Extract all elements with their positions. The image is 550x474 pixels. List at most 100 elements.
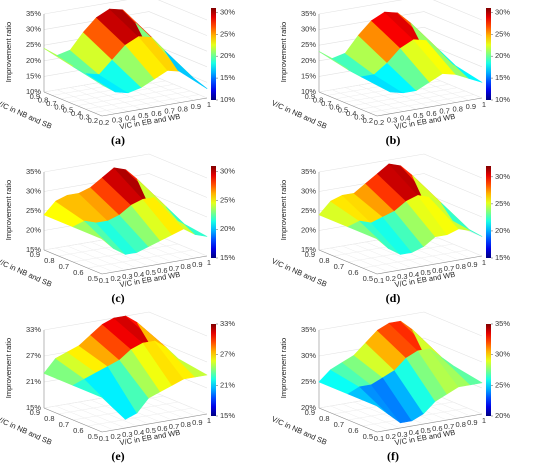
x-tick-label: 1 [482,100,486,109]
colorbar-tick-label: 20% [220,51,235,60]
y-tick-label: 0.2 [88,116,98,125]
grid-line [318,11,483,36]
x-tick-label: 0.3 [122,430,132,439]
z-tick-label: 10% [26,87,41,96]
grid-line [85,90,191,110]
z-tick-label: 35% [301,167,316,176]
x-tick-label: 0.2 [110,432,120,441]
x-tick-label: 0.5 [420,268,430,277]
x-tick-label: 1 [482,258,486,267]
axis-line [43,249,208,275]
colorbar-tick-label: 35% [495,319,510,328]
y-tick-label: 0.3 [79,113,89,122]
colorbar-tick-label: 20% [220,224,235,233]
y-tick-label: 0.5 [363,432,373,441]
z-axis-label: Improvement ratio [4,338,13,398]
axis-line [318,249,483,275]
x-tick-label: 0.8 [455,420,465,429]
x-tick-label: 0.4 [400,113,410,122]
grid-line [87,249,193,269]
z-tick-label: 10% [301,87,316,96]
axis-line [318,91,483,117]
z-axis-label: Improvement ratio [279,338,288,398]
grid-line [68,84,174,103]
grid-line [43,311,208,337]
colorbar-tick-label: 25% [495,199,510,208]
y-tick-label: 0.8 [44,414,54,423]
surface-patch [439,50,483,83]
colorbar [211,166,216,258]
x-tick-label: 0.8 [180,420,190,429]
x-tick-label: 0.1 [99,434,109,443]
colorbar [211,324,216,416]
grid-line [332,89,391,114]
z-tick-label: 20% [301,403,316,412]
caption: (b) [386,133,401,147]
colorbar-tick-label: 21% [220,380,235,389]
z-tick-label: 27% [26,351,41,360]
z-tick-label: 35% [26,167,41,176]
x-tick-label: 0.9 [192,260,202,269]
grid-line [318,0,483,21]
grid-line [43,11,208,36]
z-tick-label: 30% [301,25,316,34]
x-tick-label: 0.2 [110,274,120,283]
x-tick-label: 0.7 [169,264,179,273]
y-tick-label: 0.6 [348,426,358,435]
caption: (f) [387,449,399,463]
x-tick-label: 0.5 [420,426,430,435]
y-tick-label: 0.6 [329,102,339,111]
y-tick-label: 0.6 [73,426,83,435]
y-tick-label: 0.7 [46,99,56,108]
grid-line [318,153,483,179]
colorbar [211,8,216,100]
caption: (d) [386,291,401,305]
z-tick-label: 25% [301,40,316,49]
grid-line [318,337,483,363]
y-tick-label: 0.8 [319,256,329,265]
colorbar-tick-label: 25% [220,29,235,38]
x-tick-label: 0.6 [432,424,442,433]
z-tick-label: 20% [26,56,41,65]
y-tick-label: 0.5 [88,432,98,441]
y-tick-label: 0.5 [88,274,98,283]
grid-line [345,87,404,112]
z-tick-label: 25% [26,206,41,215]
colorbar-tick-label: 30% [495,350,510,359]
grid-line [57,89,116,114]
y-tick-label: 0.5 [338,106,348,115]
y-tick-label: 0.9 [30,92,40,101]
z-tick-label: 20% [301,225,316,234]
x-tick-label: 0.3 [397,430,407,439]
x-tick-label: 0.4 [409,270,419,279]
x-tick-label: 0.9 [467,418,477,427]
y-tick-label: 0.7 [334,420,344,429]
x-tick-label: 0.1 [374,276,384,285]
z-tick-label: 15% [26,71,41,80]
caption: (e) [111,449,124,463]
x-tick-label: 0.7 [169,422,179,431]
grid-line [368,94,474,113]
x-tick-label: 0.8 [455,262,465,271]
y-tick-label: 0.8 [313,95,323,104]
x-tick-label: 0.3 [122,272,132,281]
colorbar [486,324,491,416]
grid-line [87,407,193,427]
caption: (c) [111,291,124,305]
z-tick-label: 21% [26,377,41,386]
colorbar-tick-label: 20% [495,51,510,60]
grid-line [362,249,468,269]
y-tick-label: 0.2 [363,116,373,125]
x-tick-label: 0.4 [409,428,419,437]
z-tick-label: 30% [26,25,41,34]
y-tick-label: 0.9 [305,250,315,259]
x-tick-label: 0.2 [385,432,395,441]
z-tick-label: 30% [301,186,316,195]
x-tick-label: 1 [207,258,211,267]
x-tick-label: 0.4 [134,270,144,279]
z-axis-label: Improvement ratio [279,180,288,240]
z-tick-label: 30% [26,186,41,195]
colorbar-tick-label: 20% [495,226,510,235]
